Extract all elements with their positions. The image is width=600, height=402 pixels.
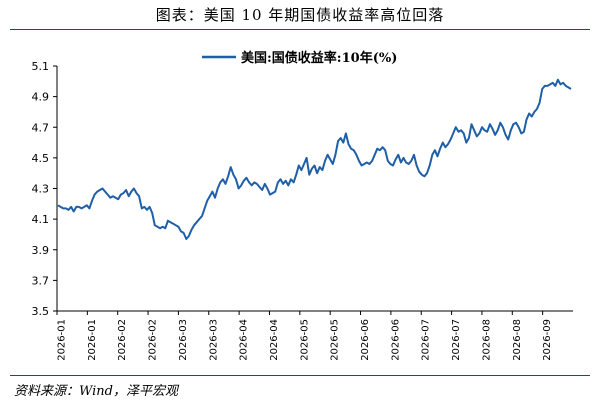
legend-label: 美国:国债收益率:10年(%) <box>241 50 397 66</box>
x-tick-label: 2026-02 <box>148 319 159 361</box>
footer-divider <box>10 375 590 376</box>
y-tick-label: 4.7 <box>32 121 50 134</box>
x-axis: 2026-01 2026-01 2026-02 2026-02 2026-03 2026-… <box>56 310 573 361</box>
y-axis: 5.1 4.9 4.7 4.5 4.3 4.1 3.9 3.7 3.5 <box>32 60 58 318</box>
y-tick-label: 4.5 <box>32 152 50 165</box>
x-tick-label: 2026-09 <box>542 319 553 361</box>
x-tick-label: 2026-05 <box>299 319 310 361</box>
x-tick-label: 2026-06 <box>390 319 401 361</box>
source-note: 资料来源：Wind，泽平宏观 <box>14 384 178 399</box>
y-tick-label: 4.1 <box>32 213 50 226</box>
y-tick-label: 3.5 <box>32 305 50 318</box>
x-tick-label: 2026-07 <box>451 319 462 361</box>
x-tick-label: 2026-04 <box>239 319 250 361</box>
y-tick-label: 4.3 <box>32 183 50 196</box>
title-divider <box>10 29 590 30</box>
x-tick-label: 2026-05 <box>330 319 341 361</box>
x-tick-label: 2026-07 <box>421 319 432 361</box>
chart-title: 图表：美国 10 年期国债收益率高位回落 <box>155 6 445 24</box>
x-tick-label: 2026-01 <box>87 319 98 361</box>
x-tick-label: 2026-06 <box>360 319 371 361</box>
x-tick-label: 2026-08 <box>512 319 523 361</box>
x-tick-label: 2026-04 <box>269 319 280 361</box>
series-line-0 <box>57 78 572 240</box>
y-tick-label: 5.1 <box>32 60 50 73</box>
series-group <box>57 78 572 240</box>
y-tick-label: 3.7 <box>32 274 50 287</box>
x-tick-label: 2026-03 <box>208 319 219 361</box>
x-tick-label: 2026-03 <box>178 319 189 361</box>
x-tick-label: 2026-01 <box>57 319 68 361</box>
x-tick-label: 2026-02 <box>117 319 128 361</box>
y-tick-label: 4.9 <box>32 91 50 104</box>
x-tick-label: 2026-08 <box>481 319 492 361</box>
legend: 美国:国债收益率:10年(%) <box>202 50 397 66</box>
y-tick-label: 3.9 <box>32 244 50 257</box>
